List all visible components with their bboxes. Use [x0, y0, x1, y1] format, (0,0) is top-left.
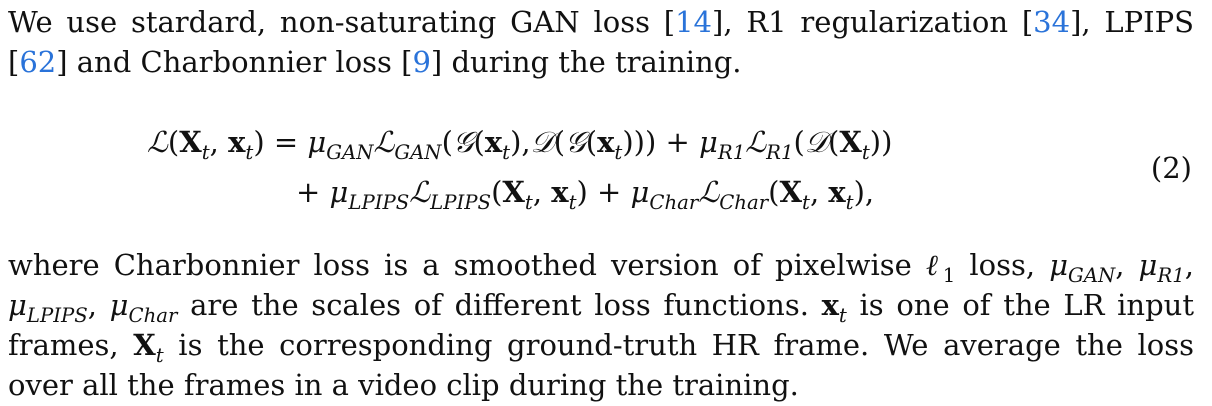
subscript-t: t	[802, 190, 810, 214]
comma: ,	[1184, 248, 1194, 282]
mu-symbol: μ	[1049, 248, 1069, 282]
paren: (	[491, 175, 503, 209]
hr-frame-symbol: X	[179, 125, 202, 159]
subscript-char: Char	[649, 190, 699, 214]
intro-text-c: ], LPIPS [	[8, 5, 1195, 79]
loss-symbol: ℒ	[373, 125, 395, 159]
paren: (	[585, 125, 598, 159]
paren: (	[793, 125, 805, 159]
subscript-lpips: LPIPS	[26, 303, 88, 327]
lr-frame-symbol: x	[828, 175, 846, 209]
subscript-t: t	[861, 140, 870, 164]
comma: ,	[532, 175, 552, 209]
subscript-r1: R1	[1157, 263, 1185, 287]
mu-symbol: μ	[329, 175, 349, 209]
subscript-char: Char	[719, 190, 769, 214]
subscript-t: t	[838, 303, 847, 327]
equals: ) =	[253, 125, 308, 159]
equation-line-2: + μLPIPSℒLPIPS(Xt, xt) + μCharℒChar(Xt, …	[296, 172, 874, 212]
equation-number: (2)	[1150, 151, 1192, 185]
discriminator-symbol: 𝒟	[804, 125, 828, 159]
intro-paragraph: We use stardard, non-saturating GAN loss…	[8, 2, 1194, 82]
intro-text-b: ], R1 regularization [	[712, 5, 1034, 39]
paren: (	[553, 125, 566, 159]
mu-symbol: μ	[109, 288, 129, 322]
subscript-r1: R1	[717, 140, 746, 164]
citation-14[interactable]: 14	[675, 5, 712, 39]
body-paragraph: where Charbonnier loss is a smoothed ver…	[8, 245, 1194, 405]
equation-block: ℒ(Xt, xt) = μGANℒGAN(𝒢(xt),𝒟(𝒢(xt))) + μ…	[0, 118, 1212, 218]
subscript-gan: GAN	[326, 140, 374, 164]
subscript-t: t	[845, 190, 854, 214]
subscript-t: t	[201, 140, 210, 164]
paren-close: ))	[869, 125, 893, 159]
body-text-3: are the scales of different loss functio…	[177, 288, 822, 322]
loss-symbol: ℒ	[745, 125, 767, 159]
citation-9[interactable]: 9	[412, 45, 431, 79]
citation-62[interactable]: 62	[19, 45, 57, 79]
body-text-2: loss,	[955, 248, 1050, 282]
paren: (	[828, 125, 840, 159]
subscript-t: t	[502, 140, 511, 164]
paren-plus: ) +	[576, 175, 631, 209]
hr-frame-symbol: X	[133, 328, 156, 362]
subscript-t: t	[614, 140, 623, 164]
intro-text-e: ] during the training.	[430, 45, 742, 79]
subscript-t: t	[155, 343, 164, 367]
paren: (	[768, 175, 780, 209]
subscript-t: t	[568, 190, 577, 214]
body-text-5: is the corresponding ground-truth HR fra…	[8, 328, 1194, 402]
body-text-4: is one of the LR input frames,	[8, 288, 1195, 362]
paren-plus: ))) +	[622, 125, 700, 159]
subscript-one: 1	[942, 263, 956, 287]
paren-comma: ),	[853, 175, 875, 209]
lr-frame-symbol: x	[551, 175, 569, 209]
intro-text-a: We use stardard, non-saturating GAN loss…	[8, 5, 676, 39]
paren: (	[473, 125, 485, 159]
body-text-1: where Charbonnier loss is a smoothed ver…	[8, 248, 926, 282]
lr-frame-symbol: x	[821, 288, 839, 322]
subscript-gan: GAN	[394, 140, 442, 164]
loss-symbol: ℒ	[698, 175, 720, 209]
hr-frame-symbol: X	[779, 175, 803, 209]
mu-symbol: μ	[630, 175, 650, 209]
ell-symbol: ℓ	[925, 248, 943, 282]
paren-comma: ),	[510, 125, 531, 159]
generator-symbol: 𝒢	[565, 125, 586, 159]
lr-frame-symbol: x	[228, 125, 246, 159]
paren: (	[441, 125, 453, 159]
comma: ,	[209, 125, 229, 159]
subscript-gan: GAN	[1068, 263, 1116, 287]
loss-symbol: ℒ	[147, 125, 168, 159]
mu-symbol: μ	[1138, 248, 1158, 282]
intro-text-d: ] and Charbonnier loss [	[56, 45, 413, 79]
comma: ,	[1115, 248, 1139, 282]
subscript-char: Char	[128, 303, 178, 327]
subscript-t: t	[524, 190, 533, 214]
paren: (	[167, 125, 180, 159]
citation-34[interactable]: 34	[1033, 5, 1071, 39]
mu-symbol: μ	[307, 125, 327, 159]
subscript-t: t	[245, 140, 254, 164]
subscript-r1: R1	[766, 140, 794, 164]
discriminator-symbol: 𝒟	[530, 125, 554, 159]
mu-symbol: μ	[8, 288, 27, 322]
subscript-lpips: LPIPS	[348, 190, 410, 214]
subscript-lpips: LPIPS	[430, 190, 492, 214]
lr-frame-symbol: x	[484, 125, 503, 159]
loss-symbol: ℒ	[409, 175, 431, 209]
hr-frame-symbol: X	[839, 125, 862, 159]
plus: +	[296, 175, 330, 209]
comma: ,	[809, 175, 829, 209]
equation-line-1: ℒ(Xt, xt) = μGANℒGAN(𝒢(xt),𝒟(𝒢(xt))) + μ…	[147, 122, 892, 162]
mu-symbol: μ	[699, 125, 718, 159]
lr-frame-symbol: x	[597, 125, 615, 159]
generator-symbol: 𝒢	[452, 125, 474, 159]
comma: ,	[87, 288, 110, 322]
hr-frame-symbol: X	[502, 175, 525, 209]
